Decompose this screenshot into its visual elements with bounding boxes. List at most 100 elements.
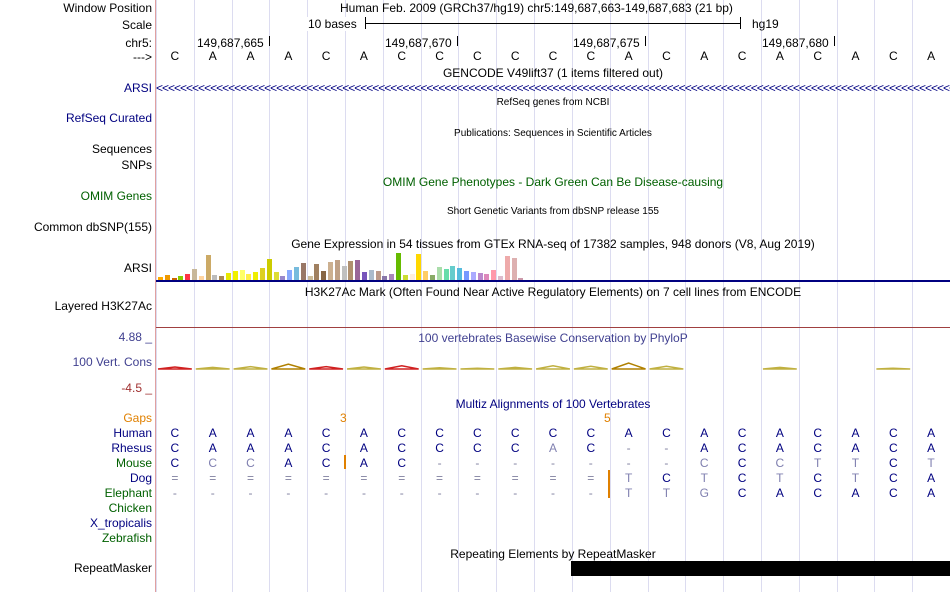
- gtex-tissue-bar[interactable]: [477, 273, 483, 280]
- gtex-tissue-bar[interactable]: [273, 272, 279, 280]
- species-label-rhesus[interactable]: Rhesus: [111, 441, 152, 455]
- gtex-tissue-bar[interactable]: [287, 270, 293, 280]
- species-label-dog[interactable]: Dog: [129, 471, 152, 485]
- gap-count-right: 5: [604, 411, 611, 425]
- species-label-elephant[interactable]: Elephant: [104, 486, 152, 500]
- gtex-tissue-bar[interactable]: [164, 275, 170, 280]
- gtex-tissue-bar[interactable]: [518, 278, 524, 280]
- alignment-base-mouse: -: [437, 456, 442, 470]
- gtex-tissue-bar[interactable]: [212, 275, 218, 280]
- conservation-plot[interactable]: [156, 345, 950, 385]
- track-display-area[interactable]: Human Feb. 2009 (GRCh37/hg19) chr5:149,6…: [156, 0, 950, 592]
- species-label-chicken[interactable]: Chicken: [108, 501, 152, 515]
- gtex-tissue-bar[interactable]: [389, 274, 395, 280]
- conservation-mark: [498, 366, 533, 370]
- publications-track-title: Publications: Sequences in Scientific Ar…: [454, 128, 652, 139]
- dbsnp-track-title: Short Genetic Variants from dbSNP releas…: [447, 206, 659, 217]
- gtex-tissue-bar[interactable]: [171, 278, 177, 280]
- gtex-tissue-bar[interactable]: [246, 274, 252, 280]
- gtex-tissue-bar[interactable]: [484, 274, 490, 280]
- gtex-tissue-bar[interactable]: [198, 276, 204, 280]
- gtex-tissue-bar[interactable]: [185, 274, 191, 280]
- gtex-tissue-bar[interactable]: [205, 255, 211, 280]
- gtex-tissue-bar[interactable]: [232, 271, 238, 280]
- alignment-base-elephant: T: [624, 486, 633, 500]
- gtex-tissue-bar[interactable]: [416, 254, 422, 280]
- base-letter: A: [851, 49, 860, 63]
- gtex-tissue-bar[interactable]: [491, 270, 497, 280]
- base-letter: A: [208, 49, 217, 63]
- track-label-arsi[interactable]: ARSI: [123, 81, 152, 95]
- conservation-mark: [346, 366, 381, 370]
- gtex-tissue-bar[interactable]: [260, 268, 265, 280]
- alignment-base-human: C: [473, 426, 482, 440]
- gtex-tissue-bar[interactable]: [192, 269, 197, 280]
- gtex-tissue-bar[interactable]: [382, 276, 388, 280]
- gtex-tissue-bar[interactable]: [470, 272, 476, 280]
- gtex-expression-bars[interactable]: [156, 252, 536, 280]
- coord-label-2: 149,687,670: [385, 36, 452, 50]
- track-label-refseq-curated[interactable]: RefSeq Curated: [65, 111, 152, 125]
- gtex-tissue-bar[interactable]: [436, 267, 442, 280]
- alignment-base-elephant: A: [927, 486, 936, 500]
- track-label-arsi-gtex[interactable]: ARSI: [123, 261, 152, 275]
- grid-line: [572, 0, 573, 592]
- gtex-tissue-bar[interactable]: [328, 262, 333, 280]
- track-label-omim-genes[interactable]: OMIM Genes: [80, 189, 152, 203]
- gtex-tissue-bar[interactable]: [368, 270, 374, 280]
- gtex-tissue-bar[interactable]: [362, 272, 367, 280]
- gtex-tissue-bar[interactable]: [314, 264, 320, 280]
- gtex-tissue-bar[interactable]: [396, 253, 401, 280]
- conservation-mark: [535, 365, 571, 370]
- gtex-tissue-bar[interactable]: [355, 260, 361, 280]
- gtex-tissue-bar[interactable]: [300, 263, 306, 280]
- track-label-100-vert-cons[interactable]: 100 Vert. Cons: [72, 355, 152, 369]
- track-label-snps[interactable]: SNPs: [121, 158, 152, 172]
- alignment-base-rhesus: C: [888, 441, 898, 455]
- gtex-tissue-bar[interactable]: [409, 274, 415, 280]
- track-label-layered-h3k27ac[interactable]: Layered H3K27Ac: [54, 299, 152, 313]
- label-separator: [155, 0, 156, 592]
- gtex-tissue-bar[interactable]: [219, 276, 225, 280]
- gtex-tissue-bar[interactable]: [307, 276, 313, 280]
- gtex-tissue-bar[interactable]: [266, 259, 272, 280]
- track-label-repeatmasker[interactable]: RepeatMasker: [73, 561, 152, 575]
- gtex-tissue-bar[interactable]: [226, 273, 231, 280]
- track-label-sequences[interactable]: Sequences: [91, 142, 152, 156]
- gencode-arsi-feature[interactable]: <<<<<<<<<<<<<<<<<<<<<<<<<<<<<<<<<<<<<<<<…: [156, 81, 950, 95]
- gtex-tissue-bar[interactable]: [443, 269, 449, 280]
- gtex-tissue-bar[interactable]: [158, 277, 163, 280]
- gtex-tissue-bar[interactable]: [341, 266, 347, 280]
- alignment-base-rhesus: C: [586, 441, 596, 455]
- species-label-zebrafish[interactable]: Zebrafish: [101, 531, 152, 545]
- gtex-tissue-bar[interactable]: [294, 267, 299, 280]
- alignment-base-dog: =: [398, 471, 406, 485]
- alignment-base-elephant: -: [551, 486, 555, 500]
- gtex-tissue-bar[interactable]: [511, 258, 517, 280]
- gtex-tissue-bar[interactable]: [280, 276, 286, 280]
- gtex-tissue-bar[interactable]: [321, 271, 327, 280]
- alignment-base-human: C: [321, 426, 331, 440]
- gtex-tissue-bar[interactable]: [504, 256, 510, 280]
- gtex-tissue-bar[interactable]: [430, 275, 435, 280]
- alignment-base-rhesus: C: [321, 441, 331, 455]
- gtex-tissue-bar[interactable]: [457, 268, 463, 280]
- species-label-x_tropicalis[interactable]: X_tropicalis: [89, 516, 152, 530]
- gtex-tissue-bar[interactable]: [423, 271, 429, 280]
- gtex-tissue-bar[interactable]: [450, 266, 456, 280]
- species-label-mouse[interactable]: Mouse: [115, 456, 152, 470]
- track-label-common-dbsnp[interactable]: Common dbSNP(155): [33, 220, 152, 234]
- conservation-mark: [195, 366, 230, 370]
- gtex-tissue-bar[interactable]: [239, 270, 245, 280]
- gtex-tissue-bar[interactable]: [375, 271, 381, 280]
- gtex-tissue-bar[interactable]: [253, 272, 259, 280]
- gtex-tissue-bar[interactable]: [348, 261, 354, 280]
- species-label-human[interactable]: Human: [113, 426, 152, 440]
- gtex-tissue-bar[interactable]: [464, 271, 469, 280]
- gtex-tissue-bar[interactable]: [402, 275, 408, 280]
- repeat-element-block[interactable]: [571, 561, 950, 576]
- alignment-base-elephant: -: [588, 486, 593, 500]
- gtex-tissue-bar[interactable]: [498, 276, 503, 280]
- gtex-tissue-bar[interactable]: [178, 276, 184, 280]
- gtex-tissue-bar[interactable]: [334, 260, 340, 280]
